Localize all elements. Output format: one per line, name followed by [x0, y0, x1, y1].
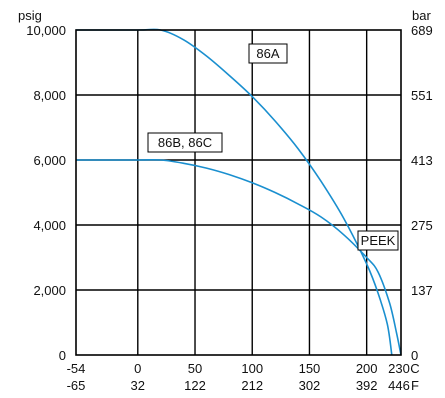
x-tick-label-f: -65 — [67, 378, 86, 393]
tick-labels: -54-6503250122100212150302200392230446CF… — [26, 23, 432, 393]
y-right-unit: bar — [412, 8, 431, 23]
x-tick-label-f: 212 — [241, 378, 263, 393]
x-tick-label-f: 32 — [131, 378, 145, 393]
annotation-86bc: 86B, 86C — [147, 132, 223, 153]
y-tick-label-right: 413 — [411, 153, 433, 168]
x-tick-label-c: 100 — [241, 361, 263, 376]
x-tick-label-c: 50 — [188, 361, 202, 376]
annotation-86bc-box — [147, 132, 223, 153]
y-tick-label-left: 10,000 — [26, 23, 66, 38]
grid-lines — [76, 30, 401, 355]
y-tick-label-right: 275 — [411, 218, 433, 233]
y-tick-label-right: 551 — [411, 88, 433, 103]
y-tick-label-left: 4,000 — [33, 218, 66, 233]
annotation-peek: PEEK — [357, 230, 399, 251]
annotation-peek-box — [357, 230, 399, 251]
x-tick-label-f: 122 — [184, 378, 206, 393]
annotation-86a-box — [248, 43, 288, 64]
y-tick-label-left: 6,000 — [33, 153, 66, 168]
annotation-peek-text: PEEK — [361, 233, 396, 248]
series-line-86a — [76, 28, 393, 356]
annotation-86bc-text: 86B, 86C — [158, 135, 212, 150]
x-unit-f: F — [411, 378, 419, 393]
x-unit-c: C — [410, 361, 419, 376]
annotation-86a: 86A — [248, 43, 288, 64]
x-tick-label-f: 392 — [356, 378, 378, 393]
annotation-86a-text: 86A — [256, 46, 279, 61]
plot-frame — [75, 29, 402, 356]
x-tick-label-c: -54 — [67, 361, 86, 376]
x-tick-label-c: 200 — [356, 361, 378, 376]
series-line-86b-86c — [75, 158, 402, 356]
y-tick-label-right: 137 — [411, 283, 433, 298]
x-tick-label-c: 230 — [388, 361, 410, 376]
y-tick-label-left: 2,000 — [33, 283, 66, 298]
x-tick-label-f: 302 — [299, 378, 321, 393]
x-tick-label-f: 446 — [388, 378, 410, 393]
y-tick-label-right: 0 — [411, 348, 418, 363]
y-tick-label-left: 8,000 — [33, 88, 66, 103]
y-tick-label-left: 0 — [59, 348, 66, 363]
x-tick-label-c: 0 — [134, 361, 141, 376]
y-tick-label-right: 689 — [411, 23, 433, 38]
x-tick-label-c: 150 — [299, 361, 321, 376]
series-curves — [75, 28, 402, 356]
y-left-unit: psig — [18, 8, 42, 23]
